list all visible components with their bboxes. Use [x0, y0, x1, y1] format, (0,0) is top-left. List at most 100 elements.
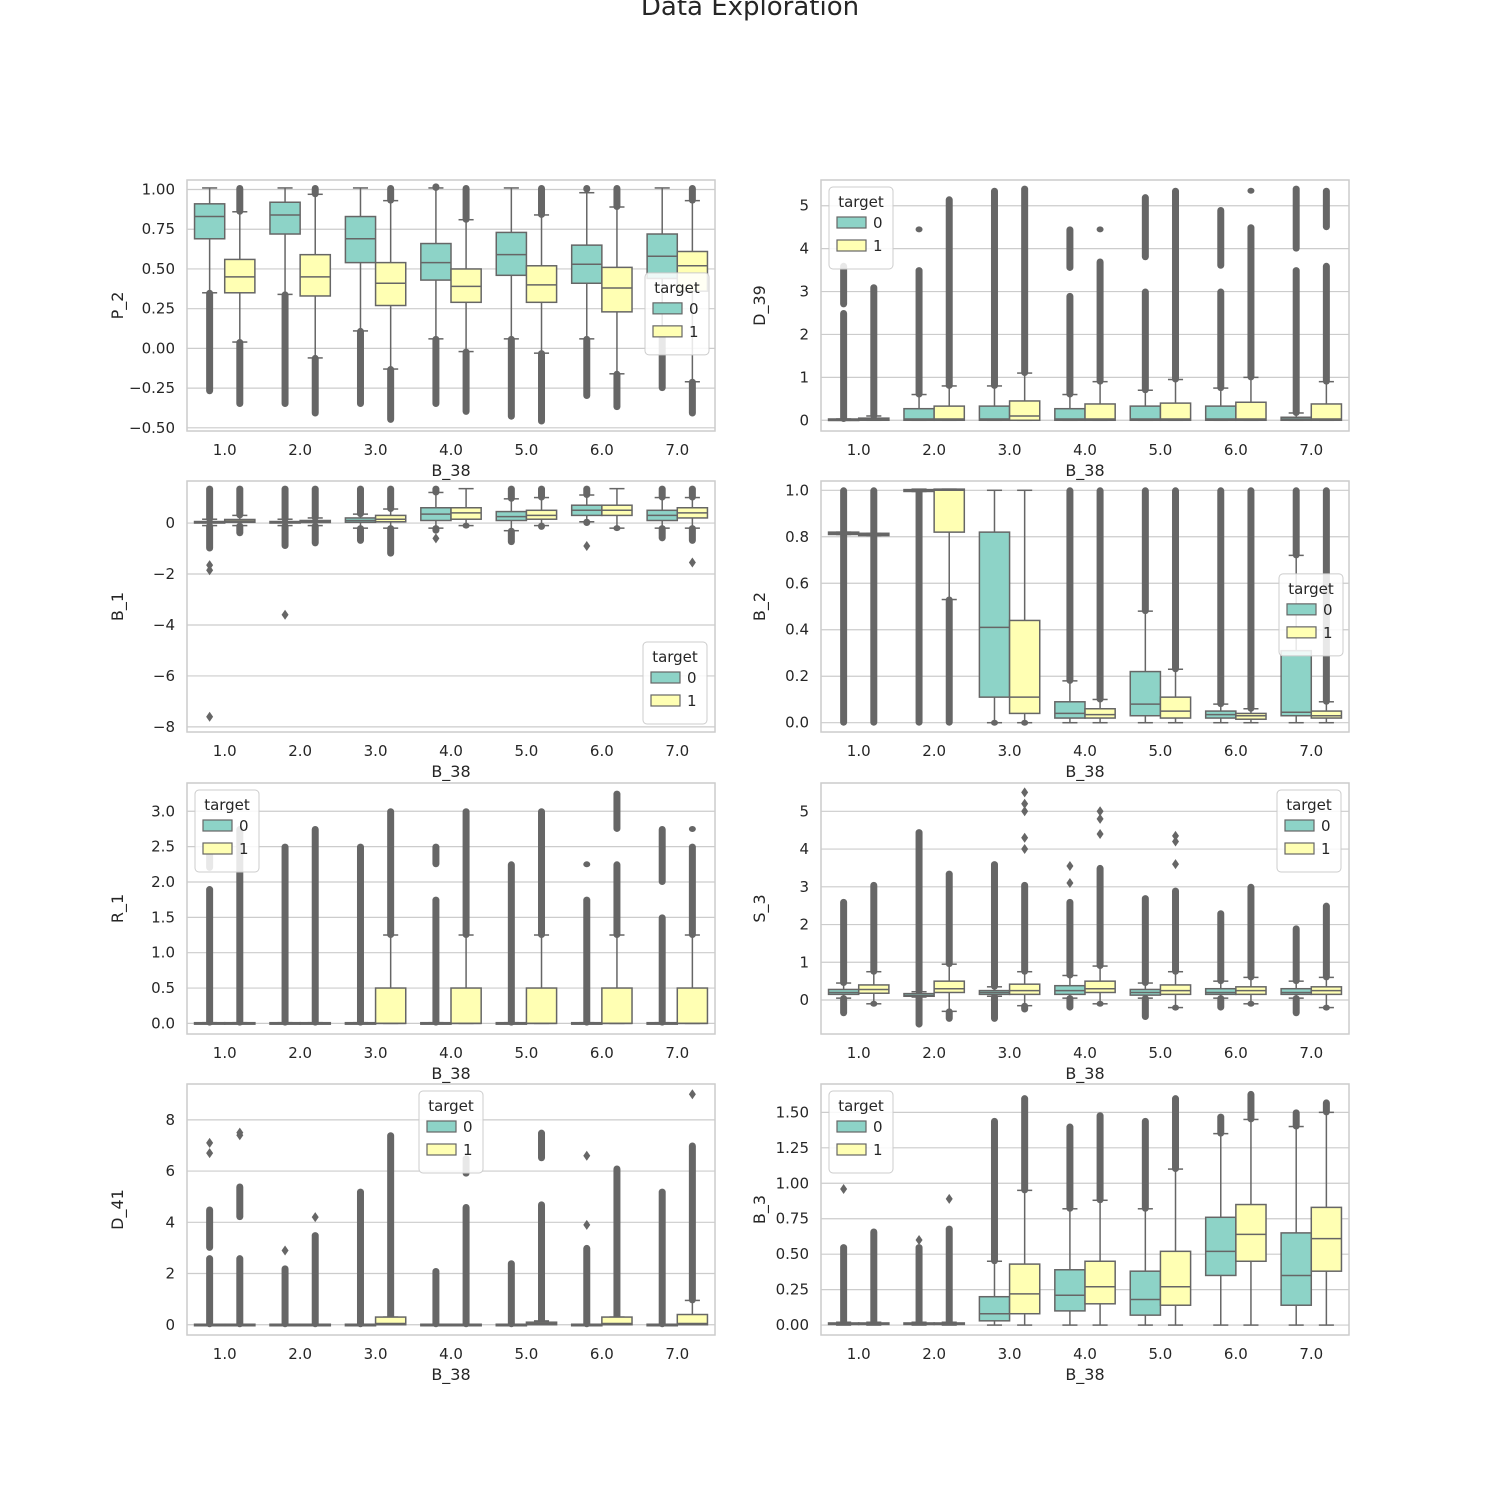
- box-1-1.0: [857, 487, 890, 726]
- outlier-band: [236, 184, 244, 215]
- y-tick-label: 0.0: [785, 714, 809, 732]
- y-tick-label: 2.5: [151, 838, 175, 856]
- box-1-6.0: [601, 487, 633, 532]
- x-tick-label: 2.0: [288, 1044, 312, 1062]
- y-tick-label: 0.6: [785, 574, 809, 592]
- outlier-band: [658, 914, 666, 1026]
- outlier-band: [462, 184, 470, 223]
- plot-area: [186, 179, 716, 432]
- subplot-d-39: 5 4 3 2 1 0 1.0 2.0 3.0 4.0 5.0 6.0 7.0 B_38 D_39 targe…: [750, 179, 1350, 481]
- outlier-band: [432, 335, 440, 407]
- plot-area: [820, 782, 1350, 1035]
- outlier-band: [613, 370, 621, 411]
- figure-title: Data Exploration: [640, 0, 860, 22]
- outlier-band: [688, 843, 696, 939]
- box-0-7.0: [646, 825, 679, 1026]
- outlier-band: [356, 525, 364, 544]
- outlier-band: [583, 184, 591, 193]
- box-1-1.0: [223, 485, 256, 537]
- y-tick-label: 1: [799, 953, 809, 971]
- y-tick-label: 0.5: [151, 979, 175, 997]
- legend-swatch: [652, 325, 683, 338]
- box-1-6.0: [1235, 187, 1267, 422]
- y-tick-label: −2: [153, 565, 175, 583]
- box-iqr: [1280, 1232, 1313, 1306]
- y-tick-label: −0.50: [129, 419, 175, 437]
- x-axis-label: B_38: [431, 461, 470, 481]
- x-tick-label: 6.0: [590, 1044, 614, 1062]
- legend-title: target: [652, 648, 698, 666]
- outlier-point: [206, 1137, 214, 1148]
- legend-label: 0: [687, 669, 697, 687]
- box-0-5.0: [495, 187, 528, 420]
- y-tick-label: 1.50: [776, 1103, 809, 1121]
- box-1-3.0: [1008, 185, 1041, 422]
- outlier-band: [613, 861, 621, 939]
- outlier-band: [538, 184, 546, 218]
- outlier-band: [915, 1244, 923, 1326]
- outlier-band: [613, 184, 621, 211]
- outlier-band: [311, 485, 319, 521]
- legend-swatch: [426, 1143, 457, 1156]
- x-tick-label: 6.0: [1224, 441, 1248, 459]
- legend-swatch: [652, 302, 683, 315]
- outlier-band: [688, 1142, 696, 1304]
- box-iqr: [1008, 1263, 1041, 1315]
- box-iqr: [450, 268, 482, 304]
- box-iqr: [299, 253, 332, 297]
- box-0-3.0: [978, 489, 1011, 726]
- x-axis-label: B_38: [431, 762, 470, 782]
- box-0-1.0: [827, 487, 860, 726]
- outlier-band: [236, 1255, 244, 1328]
- subplot-b-3: 1.50 1.25 1.00 0.75 0.50 0.25 0.00 1.0 2.0 3.0 4.0…: [750, 1083, 1350, 1385]
- y-axis-label: P_2: [108, 292, 128, 320]
- outlier-band: [281, 485, 289, 523]
- box-iqr: [1159, 402, 1192, 422]
- outlier-band: [206, 1206, 214, 1251]
- y-tick-label: 6: [165, 1162, 175, 1180]
- x-tick-label: 1.0: [213, 1345, 237, 1363]
- legend-swatch: [1284, 842, 1315, 855]
- legend-swatch: [836, 239, 867, 252]
- outlier-point: [432, 533, 440, 544]
- x-tick-label: 1.0: [847, 1345, 871, 1363]
- outlier-band: [356, 843, 364, 1026]
- legend: target 0 1: [828, 186, 894, 270]
- box-iqr: [1280, 649, 1313, 717]
- y-tick-label: 3.0: [151, 802, 175, 820]
- box-1-7.0: [1310, 902, 1343, 1011]
- box-iqr: [269, 201, 301, 235]
- outlier-band: [507, 485, 515, 502]
- outlier-band: [206, 522, 214, 552]
- outlier-band: [613, 1165, 621, 1321]
- x-tick-label: 6.0: [1224, 1345, 1248, 1363]
- box-1-2.0: [299, 485, 332, 547]
- legend: target 0 1: [828, 1090, 894, 1174]
- box-1-5.0: [525, 1129, 558, 1326]
- x-tick-label: 6.0: [1224, 742, 1248, 760]
- x-axis-label: B_38: [1065, 461, 1104, 481]
- legend-swatch: [650, 694, 681, 707]
- legend-title: target: [1286, 796, 1332, 814]
- box-1-4.0: [1084, 226, 1116, 422]
- box-1-1.0: [223, 1127, 256, 1328]
- box-0-4.0: [420, 183, 452, 407]
- outlier-band: [840, 310, 848, 422]
- legend-label: 0: [873, 214, 883, 232]
- y-axis-label: S_3: [750, 894, 770, 922]
- box-iqr: [1235, 401, 1267, 422]
- y-tick-label: 0.4: [785, 621, 809, 639]
- legend-label: 0: [873, 1118, 883, 1136]
- x-tick-label: 3.0: [364, 1044, 388, 1062]
- box-iqr: [1204, 1216, 1237, 1277]
- outlier-band: [915, 994, 923, 1028]
- outlier-band: [1096, 226, 1104, 233]
- outlier-band: [311, 1232, 319, 1328]
- outlier-band: [1172, 887, 1180, 975]
- outlier-band: [1292, 267, 1300, 416]
- outlier-band: [1141, 995, 1149, 1021]
- box-iqr: [450, 987, 482, 1025]
- y-tick-label: 0: [799, 991, 809, 1009]
- x-tick-label: 6.0: [590, 742, 614, 760]
- x-tick-label: 4.0: [439, 441, 463, 459]
